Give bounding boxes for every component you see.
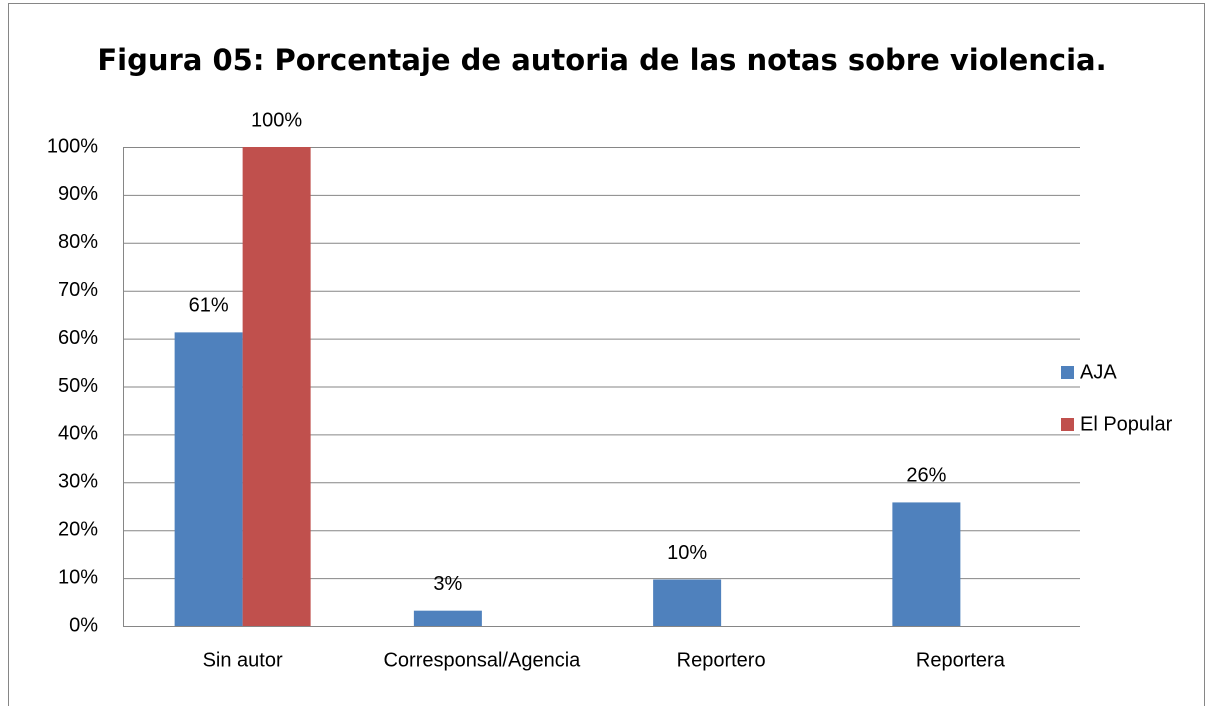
data-label: 26% <box>906 465 946 487</box>
bar <box>653 579 722 626</box>
y-tick-label: 60% <box>58 327 98 349</box>
y-tick-label: 50% <box>58 375 98 397</box>
legend-swatch <box>1061 366 1074 379</box>
y-tick-label: 30% <box>58 471 98 493</box>
y-tick-label: 20% <box>58 518 98 540</box>
x-tick-label: Sin autor <box>203 649 283 671</box>
x-tick-label: Corresponsal/Agencia <box>383 649 581 671</box>
data-label: 61% <box>189 295 229 317</box>
legend-label: AJA <box>1080 361 1117 383</box>
bar <box>242 147 311 626</box>
data-label: 100% <box>251 109 302 131</box>
y-tick-label: 70% <box>58 279 98 301</box>
y-tick-label: 80% <box>58 231 98 253</box>
y-tick-label: 40% <box>58 423 98 445</box>
x-tick-label: Reportero <box>677 649 766 671</box>
bar <box>413 610 482 626</box>
legend-swatch <box>1061 418 1074 431</box>
legend-label: El Popular <box>1080 413 1173 435</box>
y-tick-label: 10% <box>58 566 98 588</box>
bar <box>892 502 961 626</box>
data-label: 10% <box>667 542 707 564</box>
chart-title: Figura 05: Porcentaje de autoria de las … <box>97 43 1106 77</box>
data-label: 3% <box>433 573 462 595</box>
y-tick-label: 0% <box>69 614 98 636</box>
y-tick-label: 100% <box>47 135 98 157</box>
y-tick-label: 90% <box>58 183 98 205</box>
x-tick-label: Reportera <box>916 649 1006 671</box>
bar <box>174 332 243 626</box>
